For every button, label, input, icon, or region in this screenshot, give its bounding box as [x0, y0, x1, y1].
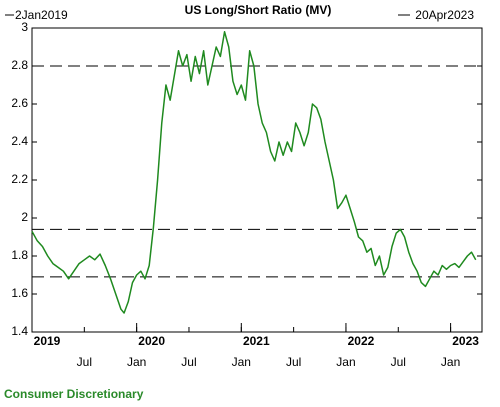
x-tick-label: Jul — [77, 355, 92, 369]
x-tick-label: Jul — [181, 355, 196, 369]
footer: Consumer Discretionary — [4, 387, 144, 401]
end-label: 20Apr2023 — [415, 8, 474, 22]
x-tick-label: Jan — [441, 355, 460, 369]
y-tick-label: 2.6 — [11, 96, 28, 110]
x-major-label: 2021 — [243, 334, 270, 348]
x-tick-label: Jul — [391, 355, 406, 369]
y-tick-label: 3 — [21, 20, 28, 34]
y-tick-label: 2.2 — [11, 172, 28, 186]
x-major-label: 2022 — [348, 334, 375, 348]
start-label: 2Jan2019 — [15, 8, 68, 22]
y-tick-label: 2.4 — [11, 134, 28, 148]
y-tick-label: 2 — [21, 210, 28, 224]
x-major-label: 2020 — [138, 334, 165, 348]
x-tick-label: Jul — [286, 355, 301, 369]
x-tick-label: Jan — [336, 355, 355, 369]
data-line — [31, 31, 477, 314]
y-tick-label: 1.4 — [11, 324, 28, 338]
x-major-label: 2023 — [452, 334, 479, 348]
x-tick-label: Jan — [127, 355, 146, 369]
x-major-label: 2019 — [34, 334, 61, 348]
y-tick-label: 2.8 — [11, 58, 28, 72]
y-tick-label: 1.8 — [11, 248, 28, 262]
chart-title: US Long/Short Ratio (MV) — [185, 3, 332, 17]
x-tick-label: Jan — [232, 355, 251, 369]
y-tick-label: 1.6 — [11, 286, 28, 300]
